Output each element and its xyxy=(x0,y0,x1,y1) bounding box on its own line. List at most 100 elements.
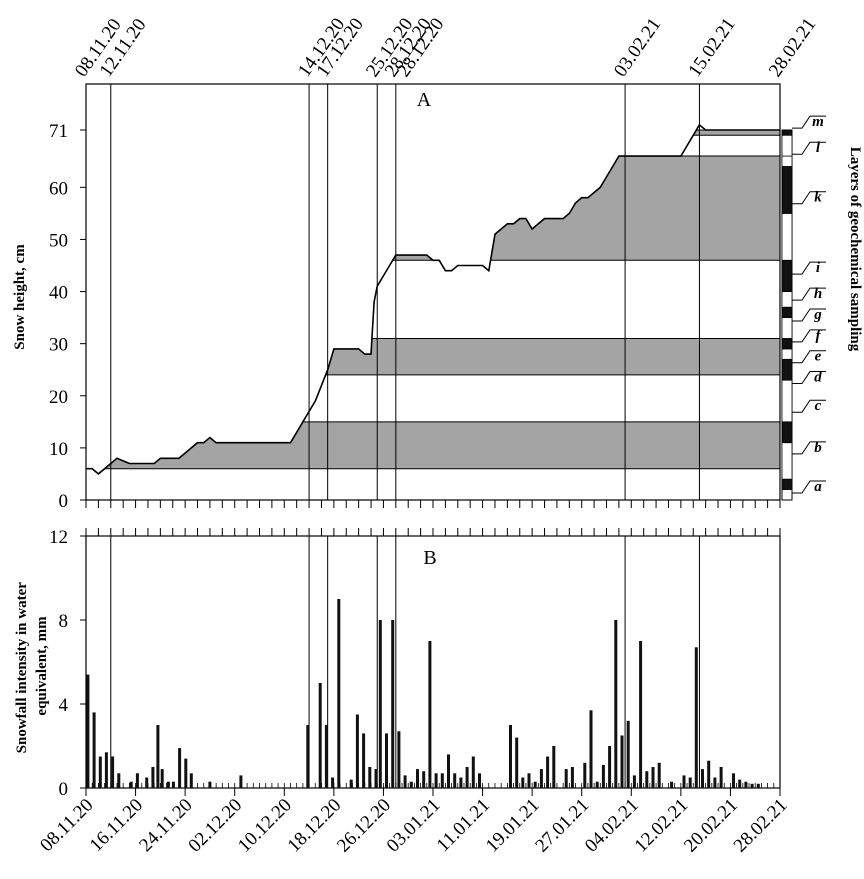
snowfall-bar xyxy=(459,777,463,788)
snowfall-bar xyxy=(589,710,593,788)
layer-label-f: f xyxy=(816,328,823,344)
snowfall-bar xyxy=(434,773,438,788)
snowfall-bar xyxy=(688,777,692,788)
snowfall-bar xyxy=(111,756,115,788)
snowfall-bar xyxy=(416,769,419,788)
snowfall-bar xyxy=(151,767,155,788)
sampling-layer xyxy=(781,338,793,350)
sampling-layer xyxy=(781,155,793,167)
snowfall-bar xyxy=(208,781,212,788)
snowfall-bar xyxy=(306,725,310,788)
sampling-layer xyxy=(781,134,793,157)
sampling-layer xyxy=(781,379,793,423)
sampling-layer xyxy=(781,306,793,319)
snowfall-bar xyxy=(527,773,531,788)
snowfall-bar xyxy=(632,775,636,788)
snowfall-bar xyxy=(391,620,395,788)
snowfall-bar xyxy=(546,756,550,788)
snowfall-bar xyxy=(368,767,372,788)
figure-labels: A B Snow height, cm Layers of geochemica… xyxy=(12,89,863,753)
snow-height-line xyxy=(86,123,780,475)
snowfall-bar xyxy=(440,773,444,788)
layer-label-b: b xyxy=(814,440,822,456)
sampling-layer xyxy=(781,478,793,490)
snowfall-bar xyxy=(378,620,382,788)
snowfall-bar xyxy=(756,783,760,788)
snowfall-bar xyxy=(719,767,723,788)
snowfall-bar xyxy=(465,767,469,788)
shaded-layer-m xyxy=(86,130,780,136)
snowfall-bar xyxy=(750,783,754,788)
snowfall-bar xyxy=(171,781,175,788)
snowfall-bar xyxy=(92,712,96,788)
snowfall-bar xyxy=(331,777,335,788)
snowfall-bar xyxy=(355,714,359,788)
layer-leader-h xyxy=(792,287,826,301)
x-tick-label-b: 04.02.21 xyxy=(581,795,643,857)
snowfall-bar xyxy=(184,758,188,788)
sampling-layer xyxy=(781,166,793,214)
snowfall-bar xyxy=(86,674,90,788)
snowfall-bar xyxy=(682,775,686,788)
snowfall-bar xyxy=(374,769,378,788)
panel-b-label: B xyxy=(423,547,436,569)
top-date-label: 28.02.21 xyxy=(765,14,820,81)
layer-leader-l xyxy=(792,141,826,155)
snowfall-bar xyxy=(608,746,612,788)
snowfall-bar xyxy=(515,737,519,788)
layer-leader-k xyxy=(792,191,826,205)
shaded-layer-k xyxy=(86,156,780,261)
layer-leader-c xyxy=(792,399,826,413)
layer-leader-b xyxy=(792,441,826,455)
y-tick-label-b: 4 xyxy=(59,695,69,716)
panel-a-y-axis-label: Snow height, cm xyxy=(12,244,28,350)
x-tick-label-b: 02.12.20 xyxy=(184,795,246,857)
snowfall-bar xyxy=(645,771,649,788)
sampling-layer xyxy=(781,212,793,261)
panel-b-frame xyxy=(85,535,781,789)
snowfall-bar xyxy=(239,775,243,788)
snowfall-bar xyxy=(620,735,624,788)
y-tick-label-a: 50 xyxy=(49,230,68,251)
snowfall-bar xyxy=(657,762,661,788)
snowfall-bar xyxy=(447,754,450,788)
layer-label-h: h xyxy=(814,286,822,302)
sampling-layer xyxy=(781,129,793,136)
snowfall-bar xyxy=(738,779,742,788)
layer-label-g: g xyxy=(813,307,822,323)
snowfall-bar xyxy=(732,773,735,788)
sampling-layer xyxy=(781,442,793,480)
y-tick-label-b: 0 xyxy=(59,779,69,800)
snowfall-bar xyxy=(422,771,426,788)
snowfall-bar xyxy=(509,725,512,788)
layer-leader-m xyxy=(792,115,826,129)
snowfall-bar xyxy=(701,769,704,788)
snowfall-bar xyxy=(595,781,599,788)
sampling-layer xyxy=(781,291,793,308)
snowfall-bar xyxy=(713,777,717,788)
layer-leader-f xyxy=(792,329,826,343)
layer-label-k: k xyxy=(814,190,822,206)
snowfall-bar xyxy=(156,725,160,788)
snowfall-bar xyxy=(552,746,556,788)
panel-b-snowfall-intensity: 0 4 8 12 08.11.2016.11.2024.11.2002.12.2010.… xyxy=(36,527,791,857)
y-tick-label-b: 12 xyxy=(49,527,68,548)
sampling-layer xyxy=(781,259,793,292)
y-tick-label-b: 8 xyxy=(59,611,69,632)
x-tick-label-b: 16.11.20 xyxy=(86,795,147,856)
layer-label-m: m xyxy=(812,114,824,130)
snowfall-bar xyxy=(160,769,164,788)
snowfall-bar xyxy=(539,769,543,788)
x-tick-label-b: 12.02.21 xyxy=(631,795,693,857)
snowfall-bar xyxy=(397,731,401,788)
snowfall-bar xyxy=(533,781,537,788)
snowfall-bar xyxy=(744,781,748,788)
layer-leader-d xyxy=(792,371,826,385)
snowfall-bar xyxy=(178,748,182,788)
snowfall-bar xyxy=(471,756,475,788)
sampling-layer xyxy=(781,358,793,381)
top-date-label: 15.02.21 xyxy=(684,14,739,81)
top-date-label: 03.02.21 xyxy=(610,14,665,81)
